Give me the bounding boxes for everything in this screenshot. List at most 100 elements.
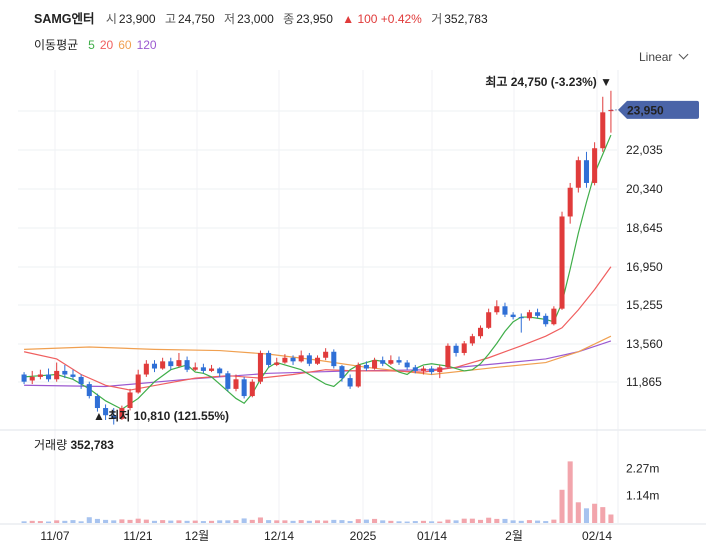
candle-body[interactable]: [600, 112, 606, 149]
candle-body[interactable]: [347, 378, 353, 387]
candle-body[interactable]: [453, 345, 459, 353]
volume-bar[interactable]: [217, 520, 223, 523]
candle-body[interactable]: [282, 357, 288, 363]
candle-body[interactable]: [257, 352, 263, 382]
candle-body[interactable]: [62, 370, 68, 375]
candle-body[interactable]: [249, 381, 255, 397]
volume-bar[interactable]: [266, 520, 272, 523]
candle-body[interactable]: [200, 367, 206, 371]
volume-bar[interactable]: [249, 519, 255, 523]
candle-body[interactable]: [363, 364, 369, 369]
volume-bar[interactable]: [241, 518, 247, 523]
candle-body[interactable]: [404, 362, 410, 368]
volume-bar[interactable]: [363, 519, 369, 523]
volume-bar[interactable]: [608, 514, 614, 523]
volume-bar[interactable]: [420, 520, 426, 523]
volume-bar[interactable]: [331, 519, 337, 523]
candle-body[interactable]: [241, 379, 247, 397]
volume-bar[interactable]: [192, 520, 198, 523]
volume-bar[interactable]: [233, 520, 239, 523]
candle-body[interactable]: [461, 343, 467, 353]
volume-bar[interactable]: [111, 520, 117, 523]
volume-bar[interactable]: [290, 520, 296, 523]
volume-bar[interactable]: [583, 508, 589, 523]
volume-bar[interactable]: [600, 507, 606, 523]
candle-body[interactable]: [37, 374, 43, 377]
candle-body[interactable]: [225, 373, 231, 389]
candle-body[interactable]: [331, 351, 337, 367]
candle-body[interactable]: [233, 379, 239, 389]
candle-body[interactable]: [78, 376, 84, 385]
volume-bar[interactable]: [94, 518, 100, 523]
volume-bar[interactable]: [119, 519, 125, 523]
volume-bar[interactable]: [314, 520, 321, 523]
volume-bar[interactable]: [518, 520, 524, 523]
volume-bar[interactable]: [535, 520, 541, 523]
candle-body[interactable]: [54, 370, 60, 380]
volume-bar[interactable]: [168, 520, 174, 523]
volume-bar[interactable]: [323, 520, 329, 523]
candle-body[interactable]: [355, 364, 361, 387]
candle-body[interactable]: [298, 355, 304, 362]
candle-body[interactable]: [21, 374, 27, 382]
candle-body[interactable]: [266, 352, 272, 365]
candle-body[interactable]: [323, 351, 329, 358]
volume-bar[interactable]: [347, 521, 353, 523]
volume-bar[interactable]: [445, 519, 451, 523]
volume-bar[interactable]: [184, 520, 190, 523]
candle-body[interactable]: [103, 408, 109, 416]
volume-bar[interactable]: [37, 521, 43, 523]
candle-body[interactable]: [583, 160, 589, 183]
volume-bar[interactable]: [54, 520, 60, 523]
volume-bar[interactable]: [86, 517, 92, 523]
candle-body[interactable]: [543, 315, 549, 325]
volume-bar[interactable]: [282, 520, 288, 523]
volume-bar[interactable]: [502, 518, 508, 523]
candle-body[interactable]: [86, 384, 92, 397]
volume-bar[interactable]: [469, 518, 475, 523]
volume-bar[interactable]: [494, 518, 500, 523]
volume-bar[interactable]: [551, 519, 557, 523]
candle-body[interactable]: [209, 368, 215, 371]
ma-period-5[interactable]: 5: [88, 38, 95, 52]
volume-bar[interactable]: [200, 521, 206, 523]
candle-body[interactable]: [412, 367, 418, 371]
volume-bar[interactable]: [143, 519, 149, 523]
volume-bar[interactable]: [298, 520, 304, 523]
moving-average-legend[interactable]: 이동평균 5 20 60 120: [34, 36, 167, 53]
volume-bar[interactable]: [78, 521, 84, 523]
candle-body[interactable]: [111, 415, 117, 419]
candle-body[interactable]: [339, 366, 345, 379]
candle-body[interactable]: [119, 408, 125, 419]
candle-body[interactable]: [160, 361, 166, 369]
candle-body[interactable]: [217, 368, 223, 374]
candle-body[interactable]: [567, 187, 573, 217]
volume-bar[interactable]: [437, 521, 443, 523]
volume-bar[interactable]: [209, 520, 215, 523]
candle-body[interactable]: [70, 374, 76, 377]
candle-body[interactable]: [469, 336, 475, 344]
candle-body[interactable]: [274, 362, 280, 365]
candle-body[interactable]: [143, 363, 149, 375]
candle-body[interactable]: [184, 360, 190, 370]
volume-bar[interactable]: [306, 520, 312, 523]
scale-selector[interactable]: Linear: [639, 49, 689, 64]
candle-body[interactable]: [420, 368, 426, 371]
candle-body[interactable]: [551, 308, 557, 325]
volume-bar[interactable]: [70, 520, 76, 523]
candle-body[interactable]: [192, 367, 198, 370]
volume-bar[interactable]: [372, 518, 378, 523]
candle-body[interactable]: [526, 312, 532, 319]
volume-bar[interactable]: [388, 520, 394, 523]
candle-body[interactable]: [494, 306, 500, 313]
candle-body[interactable]: [502, 306, 508, 315]
candle-body[interactable]: [486, 312, 492, 328]
candle-body[interactable]: [510, 314, 516, 318]
candle-body[interactable]: [46, 374, 52, 380]
volume-bar[interactable]: [135, 518, 141, 523]
candle-body[interactable]: [429, 368, 435, 373]
volume-bar[interactable]: [543, 521, 549, 523]
candle-body[interactable]: [575, 160, 581, 188]
candle-body[interactable]: [29, 376, 35, 381]
